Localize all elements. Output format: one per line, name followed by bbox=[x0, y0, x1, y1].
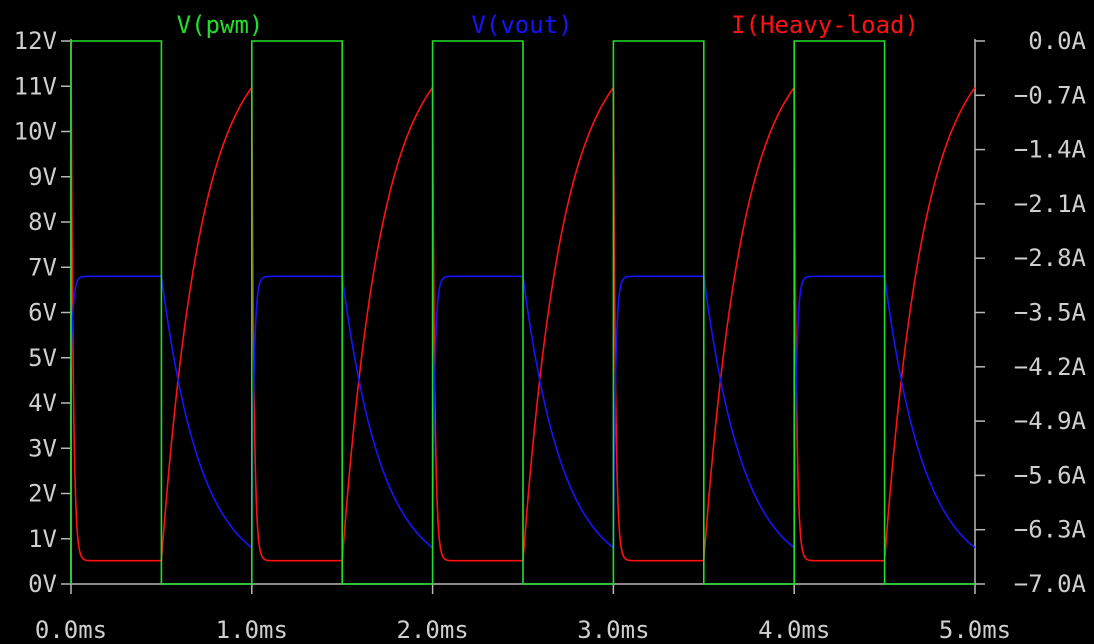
right-tick-label: −4.2A bbox=[1014, 353, 1087, 381]
left-tick-label: 5V bbox=[28, 344, 57, 372]
left-tick-label: 2V bbox=[28, 480, 57, 508]
left-tick-label: 6V bbox=[28, 299, 57, 327]
left-axis-ticks: 0V 1V 2V 3V 4V 5V 6V 7V 8V 9V 10V 11V 12V bbox=[14, 27, 71, 598]
legend-heavy-load: I(Heavy-load) bbox=[731, 11, 919, 39]
legend: V(pwm) V(vout) I(Heavy-load) bbox=[177, 11, 919, 39]
left-tick-label: 12V bbox=[14, 27, 57, 55]
right-axis-ticks: 0.0A −0.7A −1.4A −2.1A −2.8A −3.5A −4.2A −4.9A −… bbox=[975, 27, 1087, 598]
right-tick-label: −2.1A bbox=[1014, 190, 1087, 218]
right-tick-label: −6.3A bbox=[1014, 516, 1087, 544]
left-tick-label: 11V bbox=[14, 72, 57, 100]
right-tick-label: −0.7A bbox=[1014, 81, 1087, 109]
legend-vout: V(vout) bbox=[471, 11, 572, 39]
legend-pwm: V(pwm) bbox=[177, 11, 264, 39]
trace-group bbox=[70, 40, 976, 585]
left-tick-label: 4V bbox=[28, 389, 57, 417]
bottom-tick-label: 5.0ms bbox=[939, 616, 1011, 644]
trace-pwm bbox=[70, 40, 975, 585]
right-tick-label: −3.5A bbox=[1014, 299, 1087, 327]
right-tick-label: −5.6A bbox=[1014, 461, 1087, 489]
bottom-tick-label: 2.0ms bbox=[396, 616, 468, 644]
bottom-tick-label: 0.0ms bbox=[35, 616, 107, 644]
right-tick-label: −1.4A bbox=[1014, 136, 1087, 164]
bottom-axis-ticks: 0.0ms 1.0ms 2.0ms 3.0ms 4.0ms 5.0ms bbox=[35, 584, 1011, 644]
left-tick-label: 9V bbox=[28, 163, 57, 191]
left-tick-label: 1V bbox=[28, 525, 57, 553]
left-tick-label: 10V bbox=[14, 118, 57, 146]
right-tick-label: −7.0A bbox=[1014, 570, 1087, 598]
left-tick-label: 8V bbox=[28, 208, 57, 236]
left-tick-label: 7V bbox=[28, 253, 57, 281]
left-tick-label: 0V bbox=[28, 570, 57, 598]
bottom-tick-label: 1.0ms bbox=[216, 616, 288, 644]
bottom-tick-label: 3.0ms bbox=[577, 616, 649, 644]
right-tick-label: −2.8A bbox=[1014, 244, 1087, 272]
right-tick-label: −4.9A bbox=[1014, 407, 1087, 435]
right-tick-label: 0.0A bbox=[1028, 27, 1086, 55]
bottom-tick-label: 4.0ms bbox=[758, 616, 830, 644]
left-tick-label: 3V bbox=[28, 434, 57, 462]
